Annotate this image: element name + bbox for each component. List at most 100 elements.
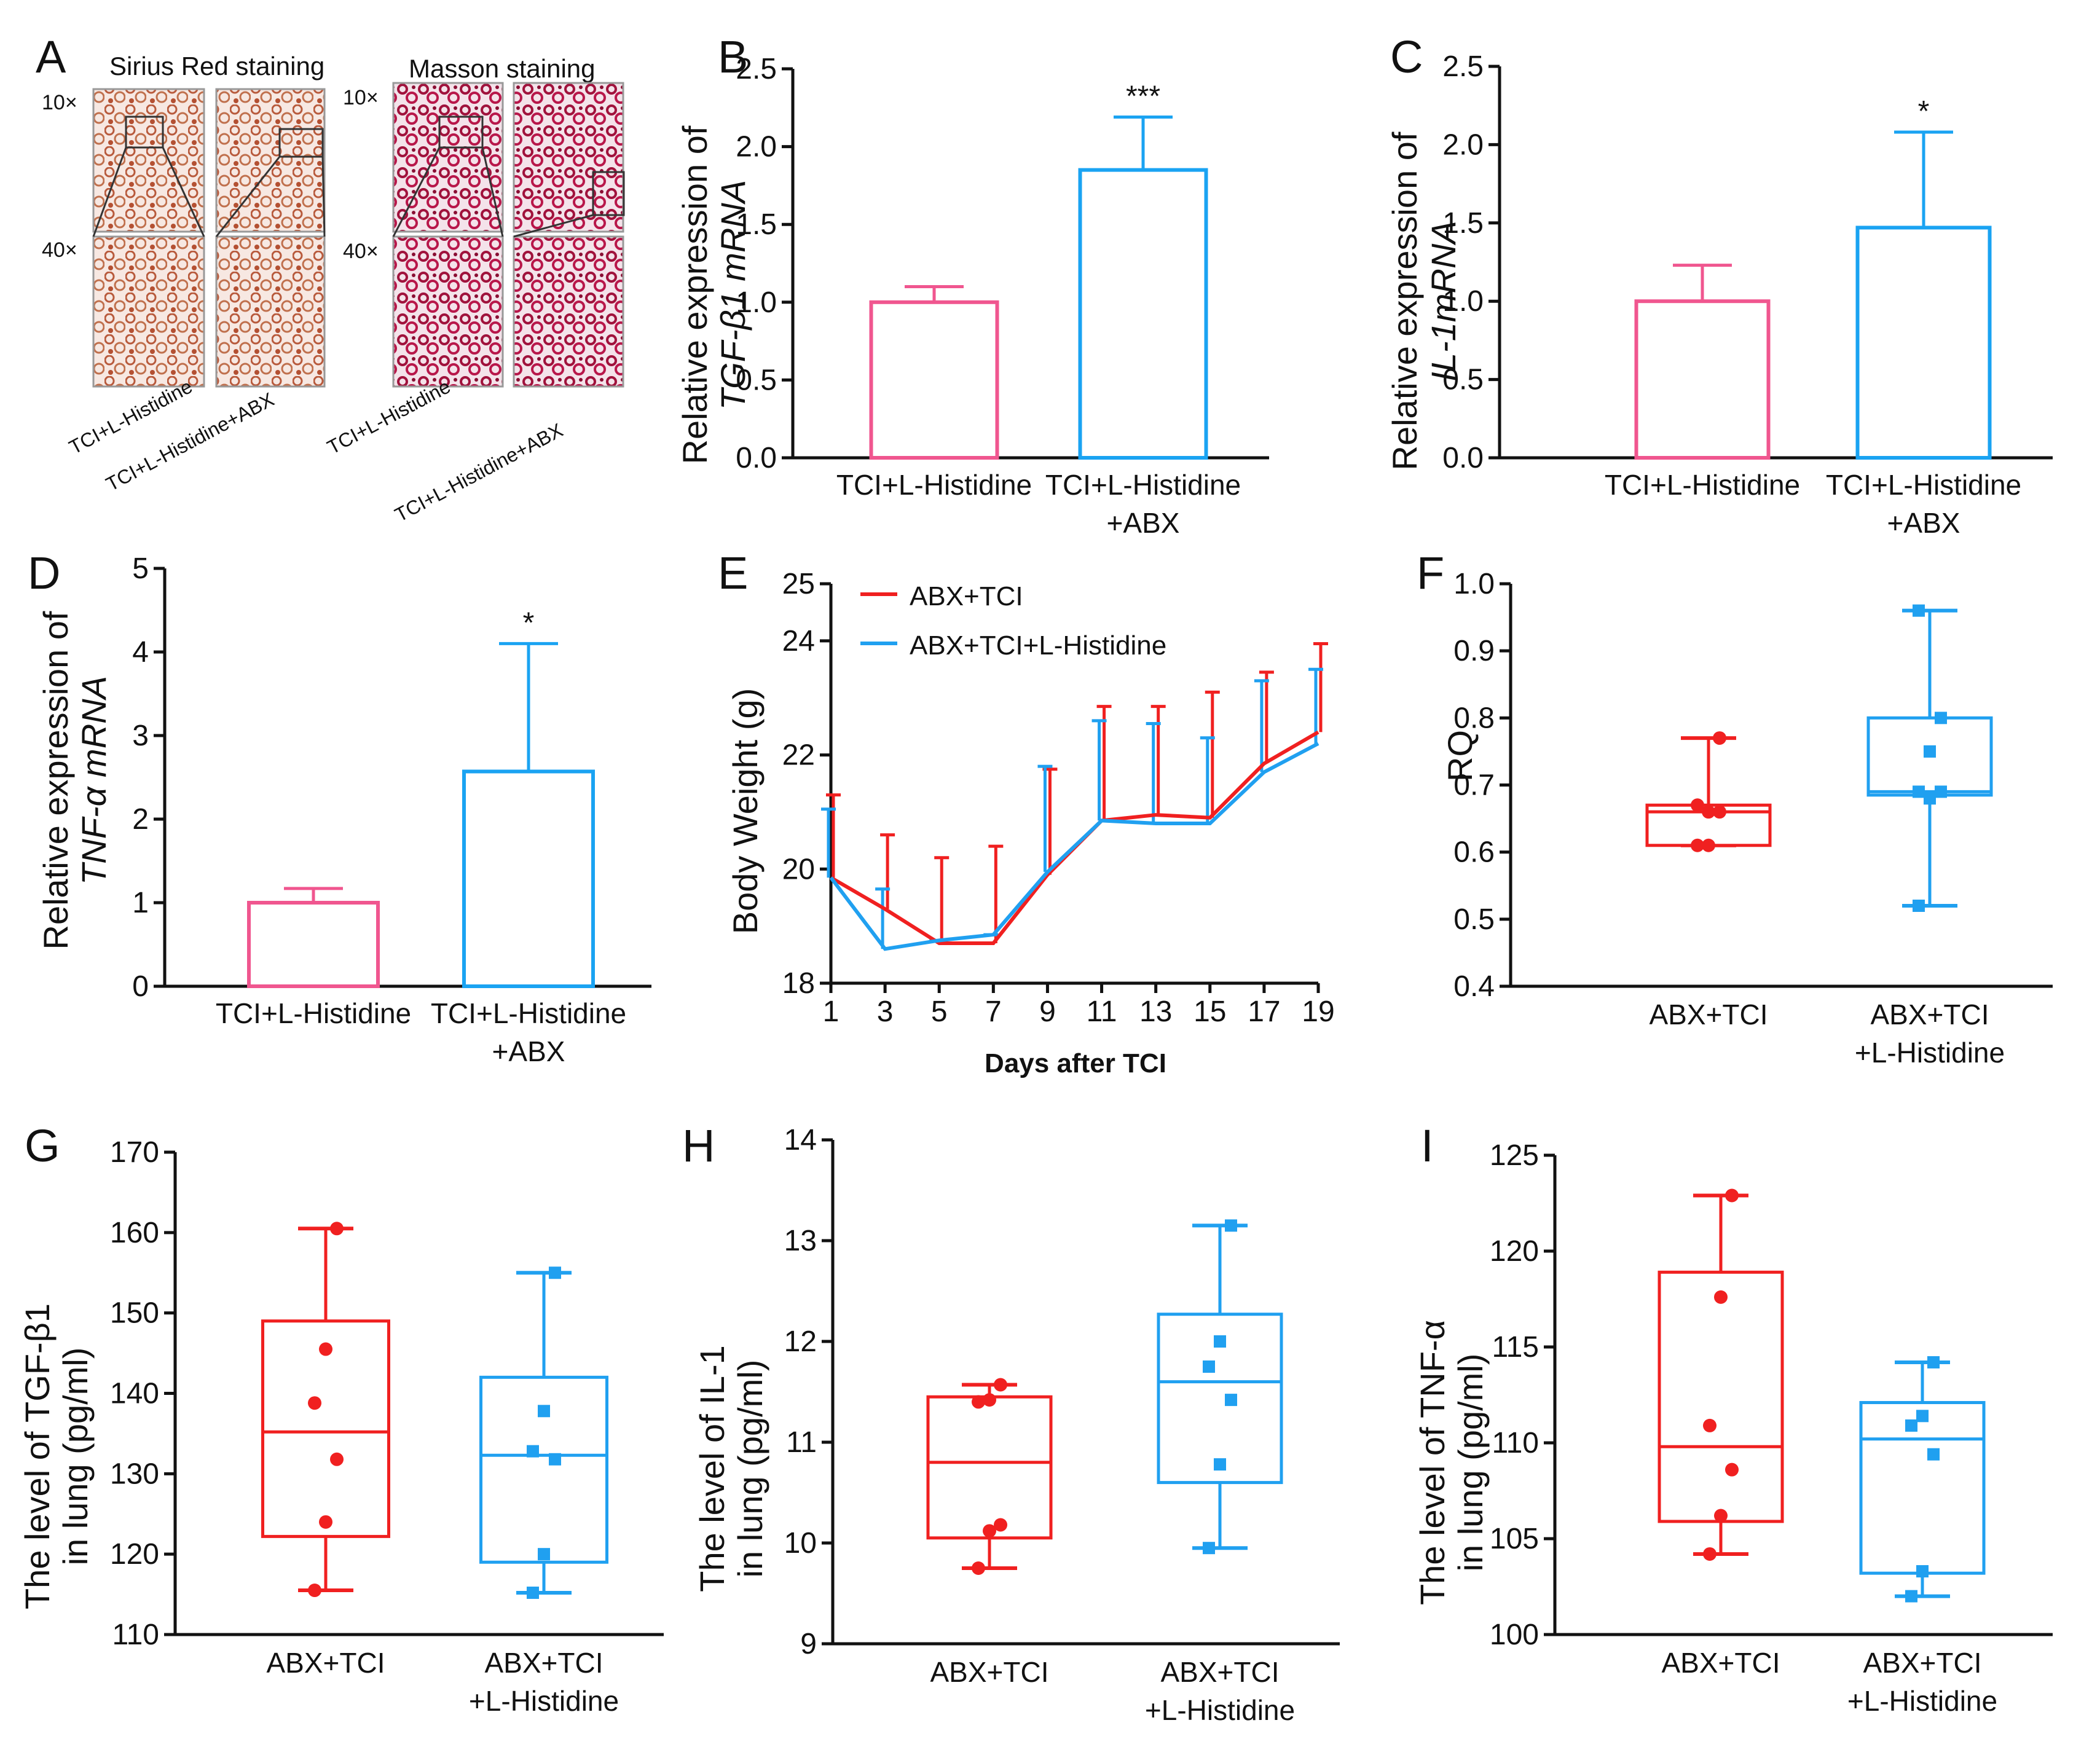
y-axis-label: Relative expression of IL-1mRNA [1385,132,1463,470]
data-point [1905,1419,1917,1432]
data-point [1225,1219,1237,1232]
x-category-label: ABX+TCI [1863,1647,1981,1679]
data-point [1214,1458,1226,1471]
micrograph-masson-10x-1 [392,82,504,233]
y-axis-label: Relative expression of TNF-α mRNA [36,611,113,949]
a-group-label-4: TCI+L-Histidine+ABX [391,419,566,527]
data-point [1725,1188,1739,1203]
data-point [527,1586,539,1599]
y-tick-label: 2.5 [736,53,777,85]
data-point [1913,604,1925,617]
bar [462,769,595,988]
data-point [994,1518,1007,1532]
y-tick-label: 5 [132,552,149,585]
panel-h: H The level of IL-1 in lung (pg/ml) 9 10 1… [682,1120,1340,1726]
data-point [1725,1462,1739,1477]
bar [247,901,380,988]
sirius-mag-10x: 10× [42,91,77,114]
x-category-label-line2: +L-Histidine [469,1685,619,1717]
data-point [983,1393,996,1407]
x-tick-label: 17 [1248,995,1280,1028]
micrograph-masson-10x-2 [513,82,624,233]
legend-label: ABX+TCI [910,581,1023,611]
data-point [1927,1448,1940,1461]
data-point [1703,1418,1717,1432]
data-point [972,1561,985,1575]
data-point [1905,1590,1917,1603]
data-point [1935,712,1947,724]
y-tick-label: 105 [1490,1523,1539,1555]
panel-b-label: B [718,31,748,82]
x-tick-label: 15 [1194,995,1226,1028]
panel-i-label: I [1421,1120,1434,1171]
data-point [538,1548,550,1561]
x-category-label: ABX+TCI [930,1656,1048,1688]
y-axis-label: The level of IL-1 in lung (pg/ml) [693,1345,769,1592]
y-tick-label: 0.8 [1453,702,1495,734]
x-tick-label: 1 [823,995,840,1028]
y-tick-label: 150 [110,1297,159,1330]
svg-text:in lung (pg/ml): in lung (pg/ml) [56,1348,95,1566]
data-point [549,1453,561,1466]
x-category-label-line2: +L-Histidine [1145,1694,1295,1726]
panel-g: G The level of TGF-β1 in lung (pg/ml) 11… [18,1120,664,1717]
y-tick-label: 1.0 [1442,285,1484,318]
x-category-label: TCI+L-Histidine [431,997,626,1029]
y-tick-label: 0.5 [736,364,777,396]
x-category-label: TCI+L-Histidine [836,469,1032,501]
a-group-label-3: TCI+L-Histidine [323,375,454,458]
panel-e-label: E [718,548,748,599]
data-point [1916,1565,1929,1578]
y-tick-label: 0.7 [1453,769,1495,802]
micrograph-masson-40x-1 [392,235,504,388]
data-point [308,1396,321,1410]
y-tick-label: 160 [110,1217,159,1249]
zoom-inset-markers [92,116,625,238]
x-tick-label: 9 [1039,995,1056,1028]
series-line [829,742,1319,951]
x-category-label: ABX+TCI [1661,1647,1780,1679]
y-axis-label: The level of TNF-α in lung (pg/ml) [1413,1320,1490,1605]
x-category-label-line2: +ABX [1887,507,1960,539]
data-point [1713,731,1726,745]
sirius-mag-40x: 40× [42,238,77,262]
y-tick-label: 4 [132,636,149,669]
panel-d: D Relative expression of TNF-α mRNA 0 1 2 3… [28,548,651,1067]
box [1859,1400,1986,1575]
data-point [994,1378,1007,1392]
bar [1634,299,1771,460]
panel-a-label: A [36,31,66,82]
y-tick-label: 0.0 [1442,442,1484,474]
y-tick-label: 1.5 [736,208,777,241]
x-tick-label: 19 [1302,995,1334,1028]
y-tick-label: 22 [782,739,815,772]
y-tick-label: 110 [1492,1427,1539,1459]
y-tick-label: 0.4 [1453,970,1495,1003]
x-tick-label: 13 [1139,995,1172,1028]
masson-title: Masson staining [409,54,596,83]
data-point [1225,1394,1237,1407]
bar [1855,226,1992,460]
panel-f: F RQ 0.4 0.5 0.6 0.7 0.8 0.9 1.0 ABX+TCI ABX+TCI… [1417,548,2053,1069]
y-tick-label: 2.0 [1442,128,1484,161]
x-category-label-line2: +L-Histidine [1847,1685,1997,1717]
svg-text:The level of TGF-β1: The level of TGF-β1 [18,1303,57,1609]
masson-mag-10x: 10× [343,86,379,109]
data-point [1214,1335,1226,1348]
x-tick-label: 5 [931,995,948,1028]
y-tick-label: 100 [1490,1619,1539,1651]
y-tick-label: 120 [110,1538,159,1571]
y-tick-label: 1.0 [736,286,777,319]
series-line [830,730,1319,945]
x-category-label: ABX+TCI [1160,1656,1279,1688]
x-axis-label: Days after TCI [985,1048,1166,1078]
bar [1078,168,1208,460]
micrograph-masson-40x-2 [513,235,624,388]
y-tick-label: 0.6 [1453,836,1495,869]
box [1658,1270,1784,1523]
svg-text:TGF-β1 mRNA: TGF-β1 mRNA [714,180,752,410]
data-point [1713,805,1726,819]
svg-text:TNF-α mRNA: TNF-α mRNA [74,676,113,885]
y-tick-label: 3 [132,720,149,752]
data-point [1935,785,1947,798]
